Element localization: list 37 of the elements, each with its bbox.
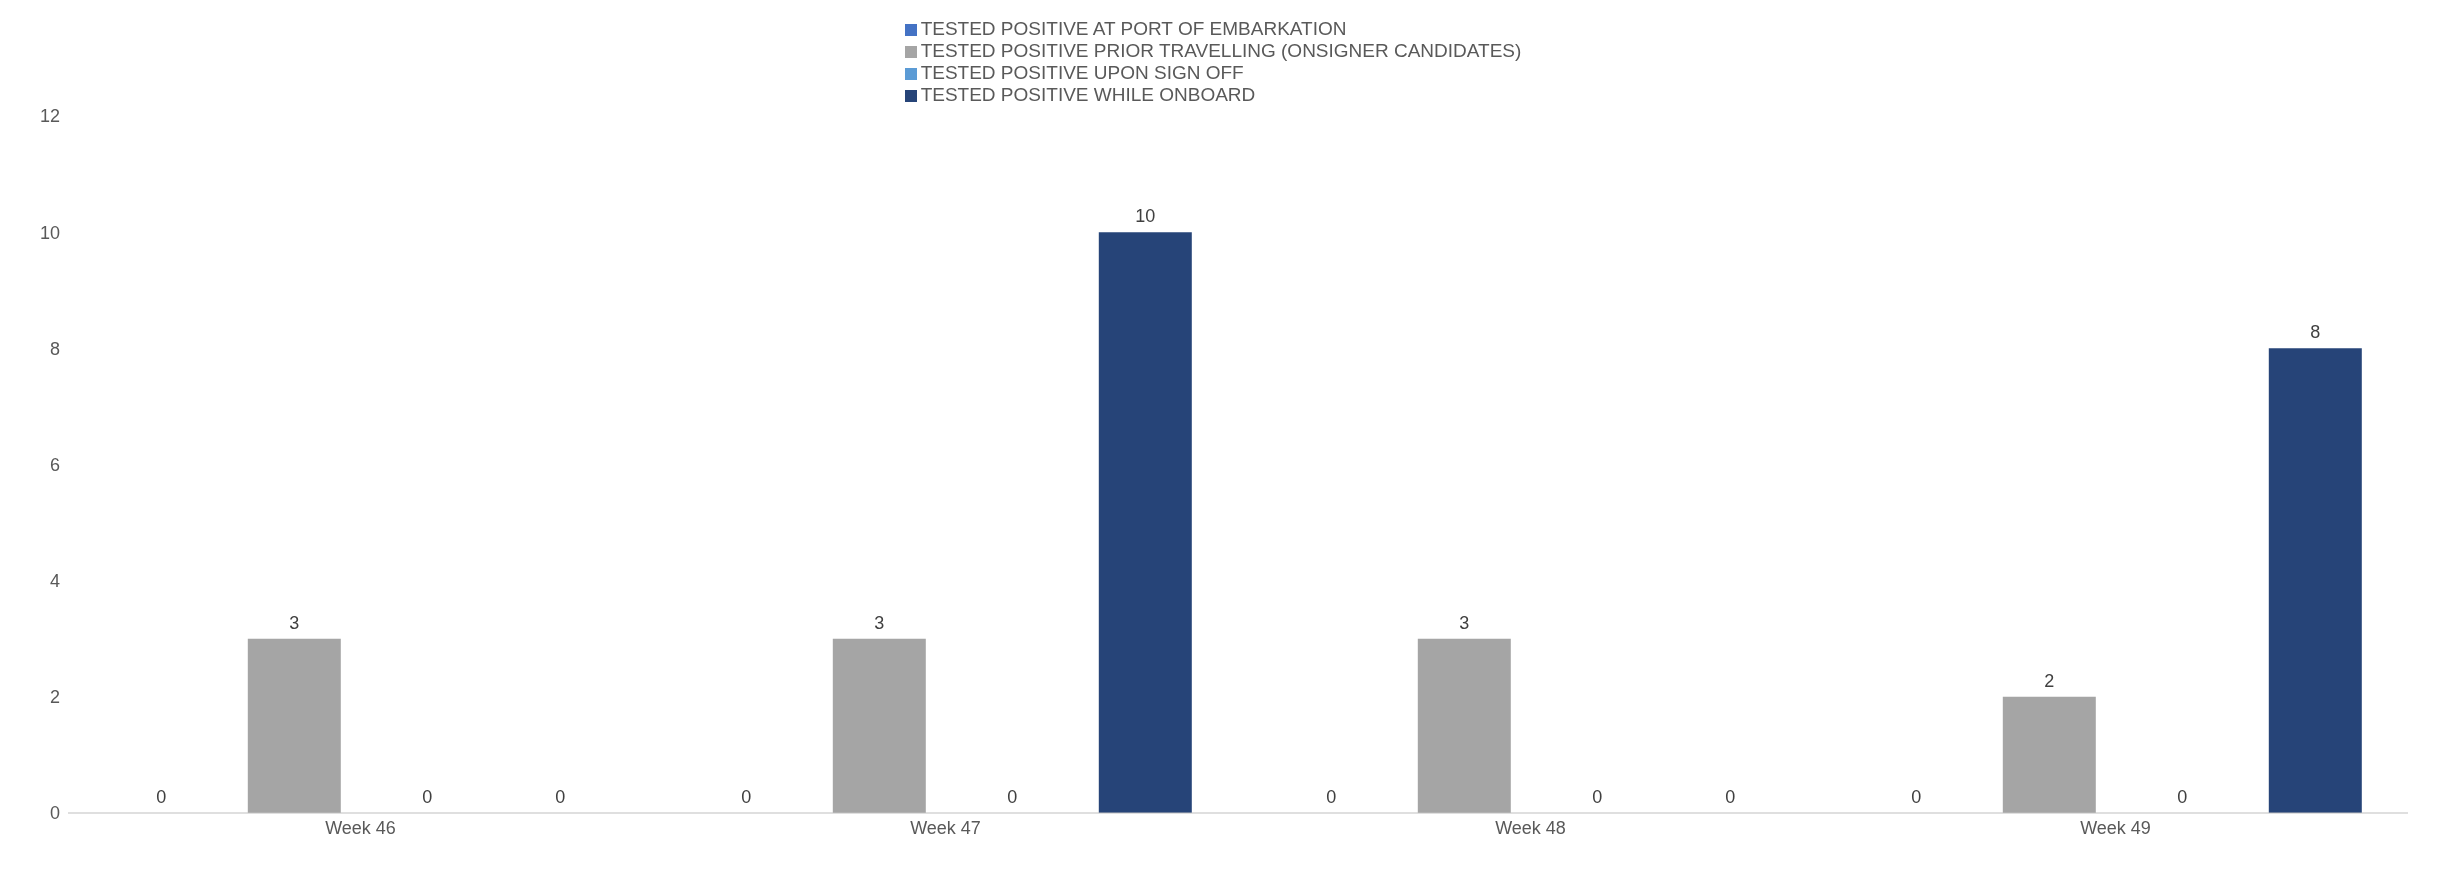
x-tick-label: Week 48	[1495, 817, 1566, 838]
data-label: 0	[1725, 786, 1736, 807]
bar	[247, 638, 341, 813]
data-label: 0	[2177, 786, 2188, 807]
bar	[1417, 638, 1511, 813]
data-label: 3	[289, 612, 300, 633]
y-tick-label: 8	[49, 338, 60, 359]
bar	[2002, 696, 2096, 813]
y-tick-label: 6	[49, 454, 60, 475]
data-label: 0	[555, 786, 566, 807]
data-label: 10	[1135, 206, 1156, 227]
data-label: 0	[741, 786, 752, 807]
data-label: 0	[156, 786, 167, 807]
y-tick-label: 4	[49, 571, 60, 592]
y-tick-label: 2	[49, 687, 60, 708]
data-label: 0	[1911, 786, 1922, 807]
bar	[832, 638, 926, 813]
data-label: 0	[1007, 786, 1018, 807]
data-label: 0	[1326, 786, 1337, 807]
y-tick-label: 0	[49, 803, 60, 824]
legend-label: TESTED POSITIVE UPON SIGN OFF	[920, 62, 1244, 83]
data-label: 2	[2044, 670, 2055, 691]
x-tick-label: Week 49	[2080, 817, 2151, 838]
y-tick-label: 12	[39, 106, 60, 127]
legend-label: TESTED POSITIVE PRIOR TRAVELLING (ONSIGNER CANDIDATES)	[920, 40, 1522, 61]
data-label: 3	[1459, 612, 1470, 633]
x-tick-label: Week 46	[325, 817, 396, 838]
bar	[2268, 348, 2362, 813]
bar	[1098, 232, 1192, 813]
legend-label: TESTED POSITIVE AT PORT OF EMBARKATION	[920, 18, 1347, 39]
legend-label: TESTED POSITIVE WHILE ONBOARD	[920, 84, 1256, 105]
data-label: 3	[874, 612, 885, 633]
data-label: 8	[2310, 322, 2321, 343]
y-tick-label: 10	[39, 222, 60, 243]
data-label: 0	[422, 786, 433, 807]
x-tick-label: Week 47	[910, 817, 981, 838]
data-label: 0	[1592, 786, 1603, 807]
